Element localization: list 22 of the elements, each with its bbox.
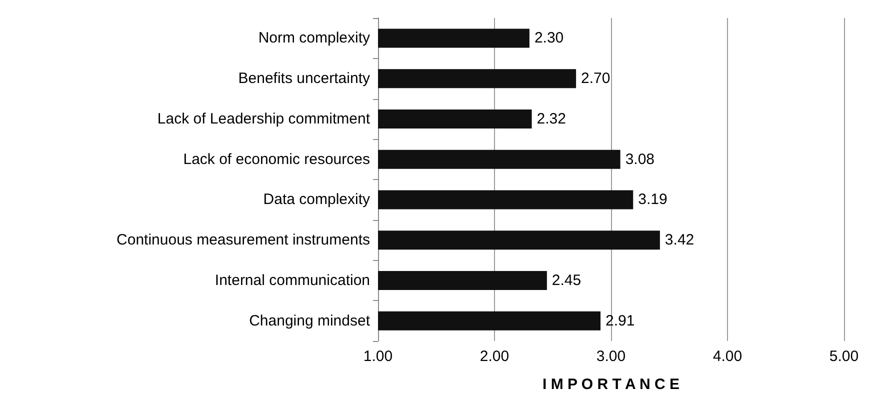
- y-tick-label: Lack of Leadership commitment: [157, 110, 371, 128]
- x-tick-label: 2.00: [480, 348, 510, 365]
- x-tick-label: 5.00: [829, 348, 859, 365]
- y-tick-label: Internal communication: [214, 272, 370, 289]
- data-label: 3.42: [664, 232, 694, 249]
- data-label: 2.45: [552, 272, 582, 289]
- x-axis-title: I M P O R T A N C E: [542, 376, 680, 393]
- x-tick-label: 3.00: [596, 348, 626, 365]
- data-label: 2.32: [536, 110, 566, 128]
- x-tick-label: 1.00: [363, 348, 393, 365]
- data-label: 2.70: [581, 70, 610, 88]
- y-tick-label: Benefits uncertainty: [238, 70, 370, 88]
- y-tick-label: Continuous measurement instruments: [116, 232, 370, 249]
- data-label: 2.91: [606, 312, 635, 330]
- data-label: 3.19: [638, 191, 668, 208]
- y-tick-label: Lack of economic resources: [183, 150, 370, 168]
- y-tick-label: Data complexity: [263, 191, 370, 208]
- data-label: 3.08: [625, 150, 655, 168]
- y-tick-label: Changing mindset: [249, 312, 371, 330]
- x-tick-label: 4.00: [712, 348, 742, 365]
- y-tick-label: Norm complexity: [258, 30, 370, 47]
- data-label: 2.30: [534, 30, 564, 47]
